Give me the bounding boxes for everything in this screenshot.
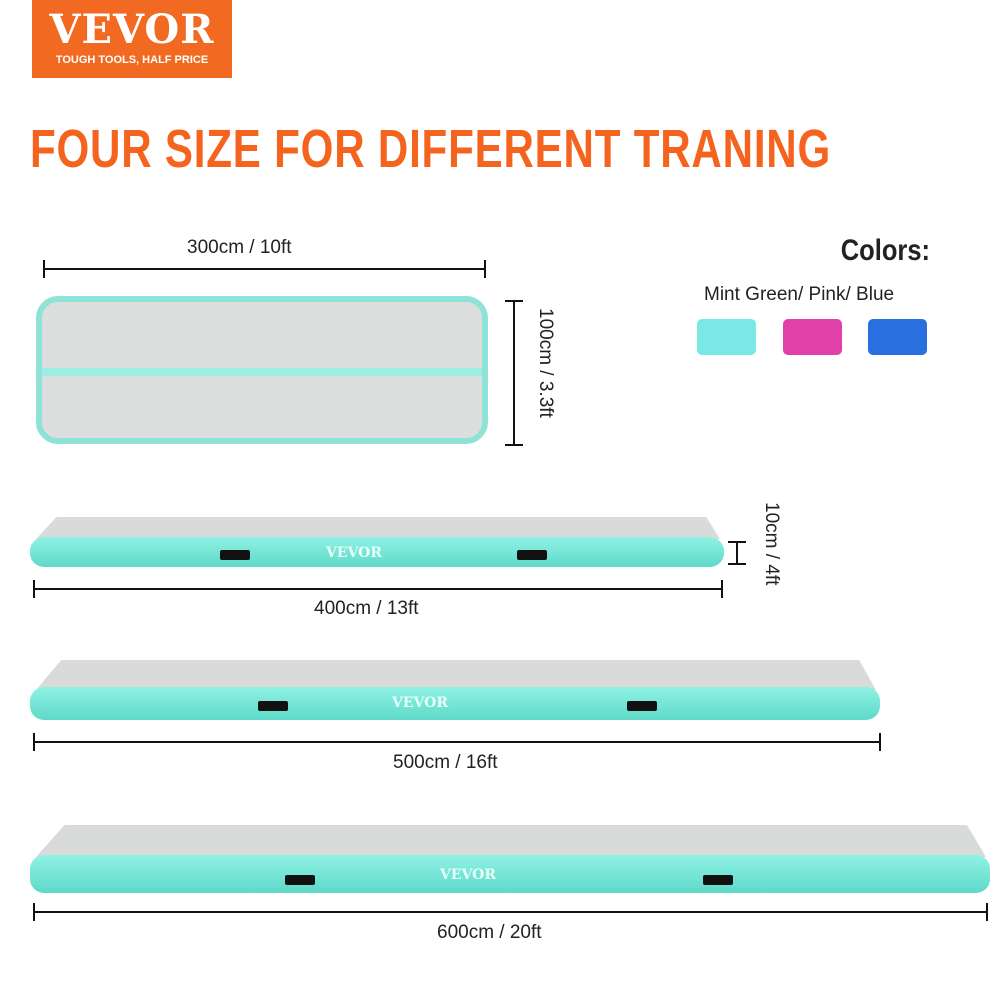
- swatch-mint-green[interactable]: [697, 319, 756, 355]
- length-dimension-line-300: [43, 260, 486, 278]
- mat-500-surface: [36, 660, 876, 690]
- length-dimension-line-600: [33, 903, 988, 921]
- length-label-300: 300cm / 10ft: [187, 237, 292, 258]
- handle: [220, 550, 250, 560]
- mat-brand: VEVOR: [392, 695, 448, 711]
- height-dimension-line: [728, 541, 746, 565]
- mat-stripe: [42, 368, 482, 376]
- logo-brand: VEVOR: [49, 6, 215, 53]
- mat-400-side: VEVOR: [30, 537, 724, 567]
- page-title: FOUR SIZE FOR DIFFERENT TRANING: [30, 119, 832, 179]
- vevor-logo: VEVOR TOUGH TOOLS, HALF PRICE: [32, 0, 232, 78]
- mat-top-view-300: [36, 296, 488, 444]
- length-dimension-line-400: [33, 580, 723, 598]
- length-label-400: 400cm / 13ft: [314, 598, 419, 619]
- swatch-pink[interactable]: [783, 319, 842, 355]
- height-label: 10cm / 4ft: [761, 502, 782, 586]
- handle: [703, 875, 733, 885]
- width-dimension-line: [505, 300, 523, 446]
- handle: [627, 701, 657, 711]
- handle: [285, 875, 315, 885]
- length-label-500: 500cm / 16ft: [393, 752, 498, 773]
- swatch-blue[interactable]: [868, 319, 927, 355]
- width-label: 100cm / 3.3ft: [535, 308, 556, 418]
- length-label-600: 600cm / 20ft: [437, 922, 542, 943]
- colors-names: Mint Green/ Pink/ Blue: [704, 284, 895, 305]
- logo-tagline: TOUGH TOOLS, HALF PRICE: [55, 54, 209, 66]
- mat-400-surface: [36, 517, 720, 539]
- handle: [258, 701, 288, 711]
- colors-heading: Colors:: [840, 234, 930, 267]
- mat-brand: VEVOR: [326, 545, 382, 561]
- handle: [517, 550, 547, 560]
- mat-600-surface: [36, 825, 986, 857]
- mat-600-side: VEVOR: [30, 855, 990, 893]
- mat-brand: VEVOR: [440, 867, 496, 883]
- mat-500-side: VEVOR: [30, 687, 880, 720]
- length-dimension-line-500: [33, 733, 881, 751]
